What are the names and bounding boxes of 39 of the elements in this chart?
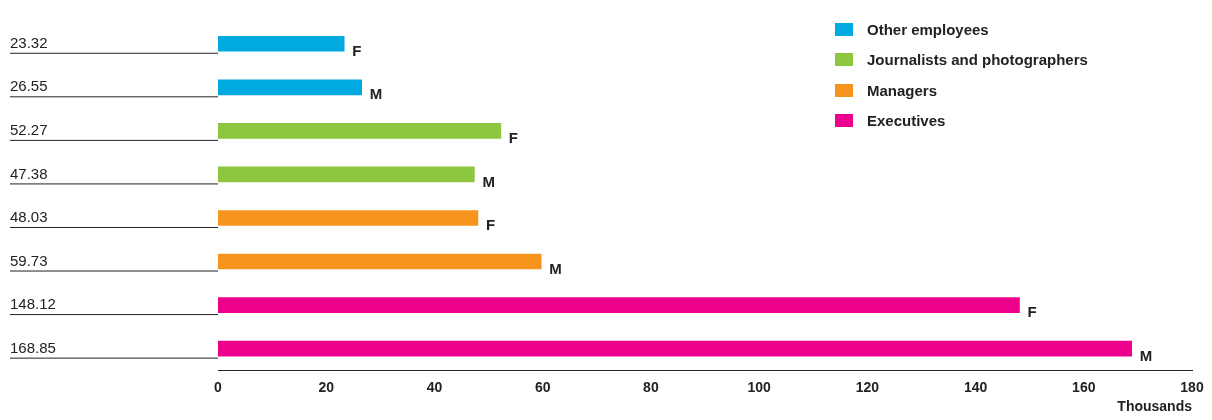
x-tick-label: 120	[855, 378, 880, 395]
x-tick-label: 20	[318, 378, 335, 395]
x-axis-title: Thousands	[1117, 398, 1193, 415]
legend-label: Managers	[867, 81, 938, 99]
annotation: M	[482, 172, 495, 190]
y-tick-label: 47.38	[10, 164, 48, 182]
annotation: M	[1139, 346, 1153, 364]
legend-label: Executives	[867, 112, 946, 130]
annotation: F	[352, 41, 362, 59]
bar	[218, 340, 1132, 357]
x-tick-label: 80	[643, 378, 659, 395]
x-tick-label: 180	[1180, 378, 1204, 395]
x-tick-label: 60	[534, 378, 551, 395]
legend-label: Other employees	[867, 20, 989, 38]
annotation: M	[369, 85, 383, 103]
x-tick-label: 40	[426, 378, 443, 395]
bar	[218, 253, 542, 270]
bar	[218, 210, 479, 226]
bar	[218, 166, 475, 183]
x-tick-label: 140	[963, 378, 988, 395]
y-tick-label: 59.73	[10, 251, 48, 269]
legend-label: Journalists and photographers	[867, 51, 1088, 69]
y-tick-label: 168.85	[10, 338, 56, 356]
annotation: F	[1027, 303, 1037, 321]
y-tick-label: 23.32	[10, 33, 48, 51]
x-tick-label: 100	[747, 378, 771, 395]
bar	[218, 35, 345, 52]
y-tick-label: 148.12	[10, 295, 56, 313]
bar	[218, 79, 362, 96]
x-tick-label: 0	[214, 378, 223, 395]
y-tick-label: 26.55	[10, 77, 48, 95]
bar	[218, 297, 1020, 313]
annotation: F	[508, 129, 519, 147]
y-tick-label: 52.27	[10, 121, 48, 139]
bar	[218, 123, 502, 139]
annotation: M	[549, 259, 562, 277]
annotation: F	[485, 216, 496, 234]
x-tick-label: 160	[1072, 378, 1096, 395]
y-tick-label: 48.03	[10, 208, 48, 226]
